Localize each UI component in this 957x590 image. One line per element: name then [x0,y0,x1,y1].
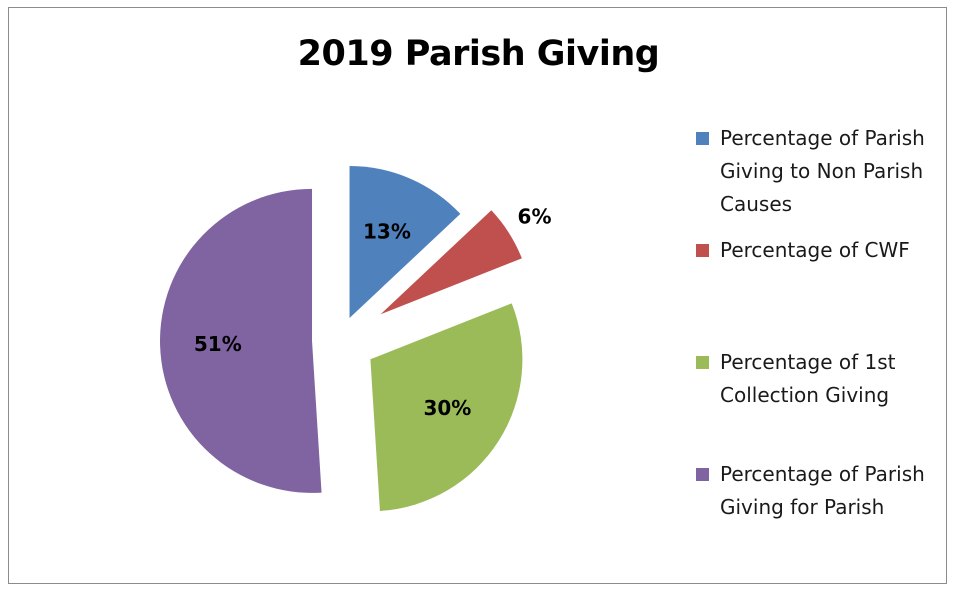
legend-swatch [696,468,709,481]
data-label: 30% [423,396,471,420]
data-label: 13% [363,219,411,243]
legend-swatch [696,244,709,257]
chart-area [8,7,947,584]
legend-swatch [696,132,709,145]
legend-swatch [696,356,709,369]
legend-label: Percentage of Parish Giving for Parish [720,462,925,519]
data-label: 51% [194,332,242,356]
data-label: 6% [518,205,552,229]
legend-label: Percentage of CWF [720,238,910,262]
legend-label: Percentage of Parish Giving to Non Paris… [720,126,925,216]
pie-slice [370,303,523,511]
legend-label: Percentage of 1st Collection Giving [720,350,896,407]
pie-slice [160,188,322,493]
pie-slice [349,165,461,318]
pie-slice [380,210,522,315]
chart-title: 2019 Parish Giving [297,34,660,74]
